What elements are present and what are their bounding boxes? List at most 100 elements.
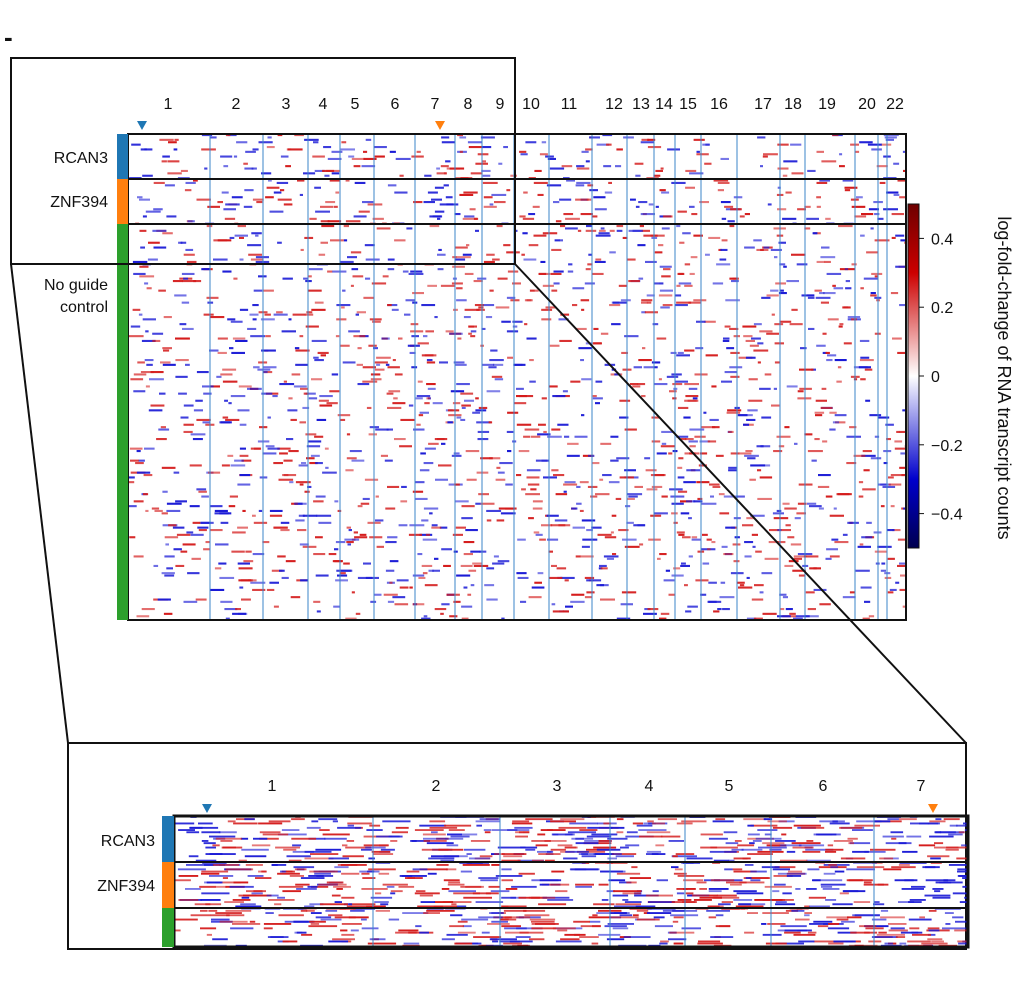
heat-cell: [759, 387, 771, 390]
heat-cell: [707, 440, 717, 443]
heat-cell: [497, 560, 510, 563]
heat-cell: [347, 824, 354, 827]
heat-cell: [361, 872, 370, 875]
heat-cell: [128, 476, 135, 479]
heat-cell: [521, 253, 525, 256]
heat-cell: [520, 600, 527, 603]
heat-cell: [845, 287, 852, 290]
heat-cell: [413, 428, 425, 431]
heat-cell: [798, 483, 813, 486]
heat-cell: [532, 507, 543, 510]
heat-cell: [364, 244, 375, 247]
heat-cell: [709, 483, 720, 486]
heat-cell: [385, 569, 395, 572]
heat-cell: [162, 363, 176, 366]
heat-cell: [573, 920, 590, 923]
heat-cell: [559, 239, 563, 242]
heat-cell: [748, 378, 758, 381]
heat-cell: [647, 138, 656, 141]
heat-cell: [280, 521, 290, 524]
heat-cell: [708, 837, 728, 840]
heat-cell: [219, 576, 235, 579]
heat-cell: [286, 855, 311, 858]
heat-cell: [720, 201, 731, 204]
heat-cell: [539, 153, 548, 156]
heat-cell: [191, 557, 201, 560]
heat-cell: [713, 859, 730, 862]
heat-cell: [149, 378, 164, 381]
heat-cell: [501, 896, 516, 899]
heat-cell: [587, 263, 593, 266]
heat-cell: [762, 612, 777, 615]
heat-cell: [570, 380, 581, 383]
heat-cell: [897, 179, 906, 182]
heat-cell: [537, 572, 544, 575]
heat-cell: [833, 840, 853, 842]
heat-cell: [457, 920, 468, 923]
heat-cell: [822, 888, 840, 890]
heat-cell: [247, 244, 262, 247]
heat-cell: [853, 901, 871, 903]
heat-cell: [143, 493, 149, 496]
heat-cell: [173, 471, 180, 474]
heat-cell: [901, 888, 924, 890]
heat-cell: [286, 438, 294, 441]
heat-cell: [778, 445, 785, 448]
heat-cell: [574, 435, 588, 438]
heat-cell: [685, 186, 695, 189]
heat-cell: [305, 433, 317, 436]
heat-cell: [483, 196, 493, 199]
heat-cell: [494, 853, 505, 855]
heat-cell: [432, 402, 443, 405]
heat-cell: [850, 931, 878, 934]
heat-cell: [351, 268, 359, 271]
heat-cell: [300, 909, 308, 912]
heat-cell: [206, 933, 212, 936]
heat-cell: [374, 146, 387, 149]
heat-cell: [601, 899, 609, 901]
heat-cell: [241, 896, 250, 899]
heat-cell: [512, 282, 521, 285]
heat-cell: [485, 316, 493, 319]
heat-cell: [728, 466, 738, 469]
heat-cell: [899, 466, 906, 469]
heat-cell: [708, 888, 729, 890]
heat-cell: [462, 925, 472, 928]
heat-cell: [607, 923, 634, 925]
heat-cell: [851, 205, 866, 208]
heat-cell: [529, 918, 556, 921]
heat-cell: [584, 596, 593, 599]
heat-cell: [549, 576, 563, 579]
heat-cell: [182, 327, 194, 330]
heat-cell: [154, 509, 163, 512]
heat-cell: [721, 380, 732, 383]
heat-cell: [220, 373, 233, 376]
heat-cell: [325, 201, 336, 204]
heat-cell: [304, 313, 314, 316]
heat-cell: [680, 438, 687, 441]
heat-cell: [456, 905, 467, 908]
heat-cell: [189, 826, 203, 829]
heat-cell: [210, 914, 230, 917]
heat-cell: [516, 572, 527, 575]
heat-cell: [773, 875, 793, 877]
heat-cell: [382, 883, 408, 886]
heat-cell: [539, 272, 551, 275]
heat-cell: [201, 870, 229, 873]
heat-cell: [863, 883, 889, 886]
heat-cell: [654, 282, 660, 285]
heat-cell: [541, 524, 553, 527]
heat-cell: [253, 289, 263, 292]
heat-cell: [336, 569, 352, 572]
heat-cell: [554, 519, 568, 522]
heat-cell: [265, 445, 275, 448]
heat-cell: [613, 890, 642, 893]
heat-cell: [589, 136, 600, 139]
heat-cell: [388, 918, 400, 921]
heat-cell: [376, 545, 384, 548]
heat-cell: [464, 215, 475, 218]
heat-cell: [295, 363, 308, 366]
heat-cell: [674, 868, 683, 871]
heat-cell: [593, 903, 615, 906]
heat-cell: [137, 361, 145, 364]
